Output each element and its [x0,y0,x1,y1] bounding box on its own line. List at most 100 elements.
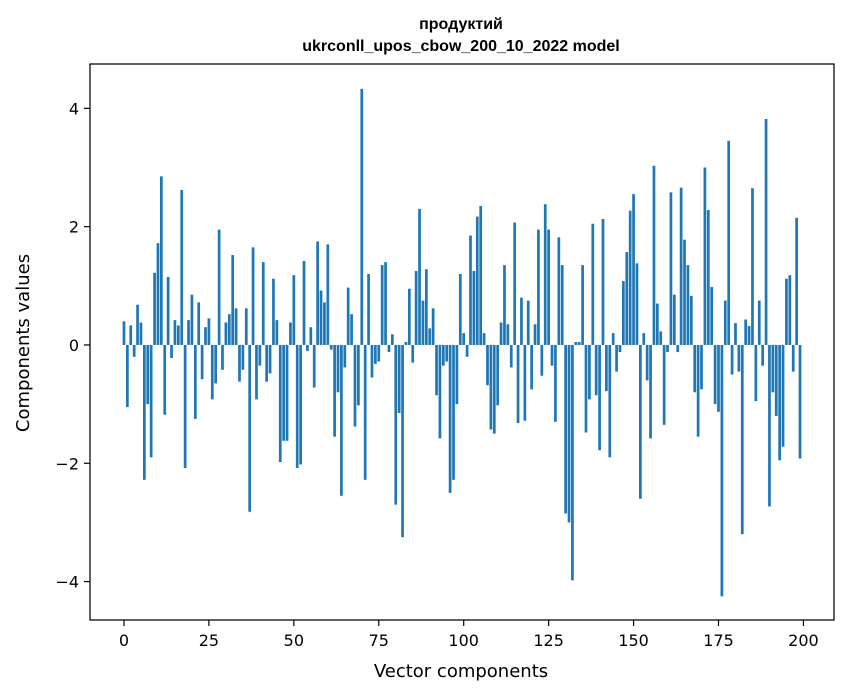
bar [401,344,404,538]
bar [516,344,520,424]
bar [227,314,231,345]
bar [244,308,248,345]
x-tick-label: 25 [199,631,219,650]
bar [261,262,265,345]
bar [374,344,377,364]
bar [251,247,255,345]
bar [295,344,299,468]
bar [187,320,190,345]
bar [676,344,680,353]
bar [513,222,517,345]
bar [255,344,258,400]
bar [183,344,187,468]
bar [611,333,615,345]
bar [363,344,367,480]
bar [496,344,500,406]
bar [312,344,316,388]
bar [407,288,411,345]
bar [391,334,394,345]
bar [159,176,163,345]
bar [591,223,595,345]
bar [258,344,262,366]
bar [129,325,133,345]
bar [268,344,272,374]
x-tick-label: 50 [284,631,304,650]
bar [554,344,557,422]
bar [424,269,428,345]
bar [547,229,550,345]
bar [588,344,591,400]
bar [193,344,197,419]
bar [241,344,245,370]
bar [180,189,184,345]
bar [336,344,340,393]
bar [523,344,527,421]
bar [340,344,343,496]
bar [791,344,795,372]
bar [469,235,472,345]
y-tick-label: 0 [69,336,79,355]
bar [737,344,741,372]
bar [696,344,700,437]
bar [730,344,734,375]
bar [757,300,761,345]
bar [207,318,211,345]
bar [306,344,309,351]
bar [445,344,449,362]
bar [655,303,659,345]
bar [717,344,720,412]
bar [577,342,581,345]
bar [710,286,714,345]
bar [370,344,374,378]
bar [404,342,408,345]
bar [537,229,540,345]
bar [482,333,486,345]
bar [486,344,489,386]
bar [166,276,170,345]
bar [584,344,588,433]
bar [309,327,313,345]
bar [146,344,150,405]
bar [248,344,252,512]
bar [798,344,802,459]
bar [713,344,717,405]
bar [639,344,642,499]
bar [622,281,625,345]
bar [197,302,201,345]
bar [428,328,432,345]
x-tick-label: 175 [703,631,734,650]
bar [659,331,663,345]
bar [662,344,666,425]
bar [302,260,306,345]
y-tick-label: −4 [55,573,79,592]
bar [567,344,571,523]
bar [778,344,781,461]
bar [462,333,466,345]
bar [503,265,506,345]
bar [754,344,758,402]
bar [781,344,785,447]
bar [285,344,289,441]
bar [200,344,204,380]
bar [367,273,370,345]
bar [387,344,391,353]
bar [353,344,357,427]
bar [540,344,544,376]
chart-title-line2: ukrconll_upos_cbow_200_10_2022 model [302,38,619,55]
x-tick-label: 100 [448,631,479,650]
bar [740,344,744,535]
bar [635,263,639,345]
y-tick-label: −2 [55,454,79,473]
bar [581,265,584,345]
bar [734,323,737,345]
bar [615,344,618,372]
bar [329,344,333,350]
bar [452,344,455,480]
bar [421,300,425,345]
bar [234,308,238,345]
y-tick-label: 4 [69,99,79,118]
bar [618,344,622,353]
x-tick-label: 200 [788,631,819,650]
bar [360,88,364,345]
bar [394,344,398,505]
